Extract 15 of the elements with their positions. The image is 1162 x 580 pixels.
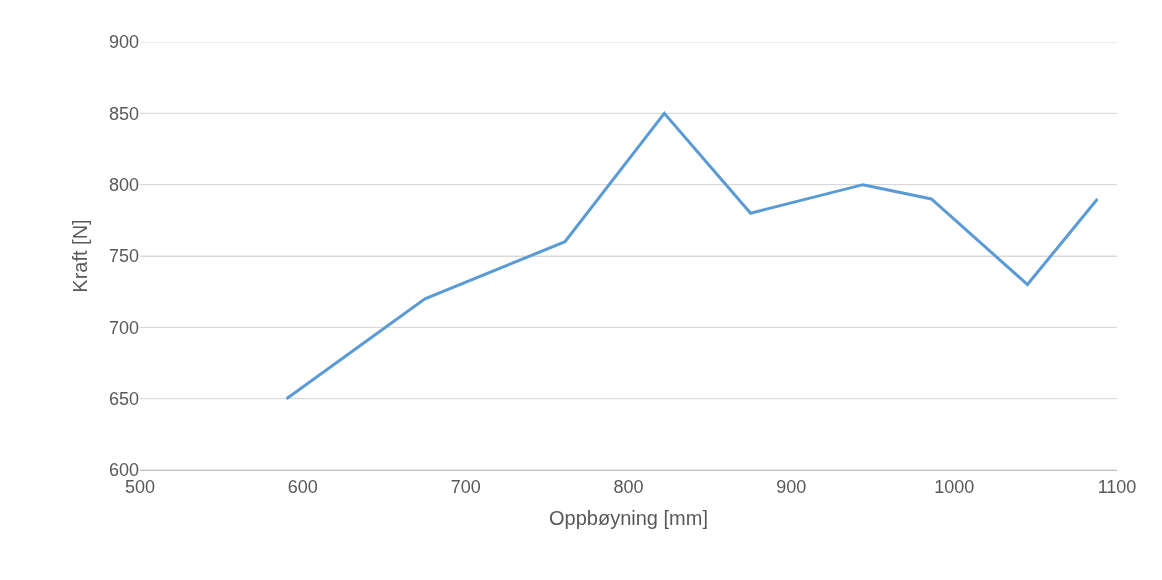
y-tick-label: 800 (108, 174, 139, 195)
x-axis-title: Oppbøyning [mm] (549, 507, 708, 530)
x-tick-label: 600 (287, 476, 318, 497)
x-tick-label: 700 (450, 476, 481, 497)
x-tick-label: 1100 (1097, 476, 1137, 497)
x-tick-label: 1000 (934, 476, 975, 497)
y-tick-label: 700 (108, 317, 139, 338)
y-tick-label: 850 (108, 103, 139, 124)
x-tick-label: 800 (613, 476, 644, 497)
x-tick-label: 900 (776, 476, 807, 497)
y-tick-label: 650 (108, 388, 139, 409)
y-tick-label: 750 (108, 246, 139, 267)
y-tick-label: 900 (108, 32, 139, 53)
y-axis-title: Kraft [N] (69, 219, 92, 293)
line-series (285, 111, 1099, 401)
